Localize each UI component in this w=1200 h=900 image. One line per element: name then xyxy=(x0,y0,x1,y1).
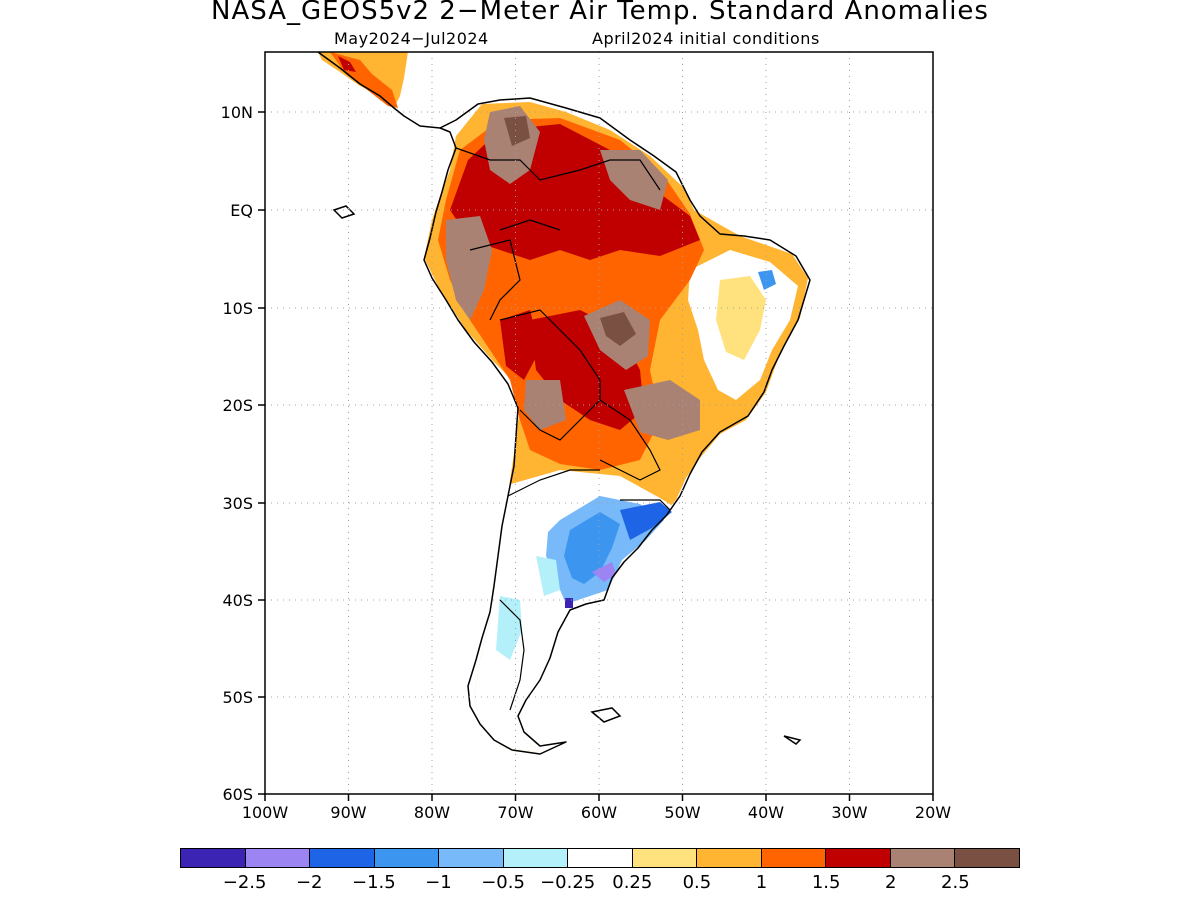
coastline xyxy=(317,52,811,755)
patagonia-light-blue xyxy=(496,596,522,660)
lon-label: 100W xyxy=(242,803,289,822)
central-america-core xyxy=(338,56,356,72)
anomaly-field xyxy=(317,52,811,755)
legend-swatch xyxy=(632,849,698,867)
venezuela-darkest xyxy=(504,116,530,146)
lat-label: 60S xyxy=(222,785,253,804)
legend-label: 0.25 xyxy=(612,872,653,893)
uruguay-cold xyxy=(620,502,672,540)
patagonia-light-blue-2 xyxy=(536,556,560,596)
lat-label: 50S xyxy=(222,688,253,707)
falkland-islands xyxy=(590,707,622,723)
northeast-brazil-cool xyxy=(758,270,776,290)
axis-ticks xyxy=(258,111,934,801)
cold-cell xyxy=(565,598,573,608)
initial-conditions: April2024 initial conditions xyxy=(592,29,820,48)
legend-label: −0.5 xyxy=(481,872,525,893)
legend-swatch xyxy=(245,849,311,867)
legend-label: −2.5 xyxy=(222,872,267,893)
country-borders xyxy=(455,147,671,711)
bolivia-hot xyxy=(500,310,540,380)
chaco-extreme-anomaly xyxy=(524,380,566,430)
south-georgia xyxy=(783,735,802,745)
legend-label: 2.5 xyxy=(941,872,970,893)
buenos-aires-coldest xyxy=(592,562,616,582)
pampas-cold-mid xyxy=(564,512,620,584)
lat-label: 40S xyxy=(222,591,253,610)
legend-swatch xyxy=(568,849,633,867)
lat-label: 10S xyxy=(222,299,253,318)
lon-label: 40W xyxy=(748,803,784,822)
legend-swatch xyxy=(826,849,891,867)
peru-extreme-anomaly xyxy=(446,216,492,320)
lat-label: EQ xyxy=(230,201,253,220)
legend-swatch xyxy=(181,849,246,867)
guyana-extreme-anomaly xyxy=(600,150,668,210)
legend-label: 1.5 xyxy=(811,872,841,893)
lat-label: 10N xyxy=(221,103,253,122)
legend-swatch xyxy=(503,849,569,867)
gridlines xyxy=(265,52,933,794)
galapagos-islands xyxy=(332,205,356,219)
latitude-labels: 10N EQ 10S 20S 30S 40S 50S 60S xyxy=(221,103,253,804)
legend-label: 2 xyxy=(885,872,897,893)
map-title: NASA_GEOS5v2 2−Meter Air Temp. Standard … xyxy=(211,0,989,26)
lon-label: 90W xyxy=(330,803,366,822)
lon-label: 30W xyxy=(831,803,867,822)
lon-label: 50W xyxy=(664,803,700,822)
paraguay-extreme-anomaly xyxy=(624,380,700,440)
lon-label: 80W xyxy=(414,803,450,822)
lon-label: 20W xyxy=(915,803,951,822)
color-legend-bar xyxy=(180,848,1020,868)
legend-label: 1 xyxy=(755,872,768,893)
legend-swatch xyxy=(761,849,827,867)
lat-label: 30S xyxy=(222,494,253,513)
legend-swatch xyxy=(955,849,1019,867)
legend-swatch xyxy=(439,849,504,867)
legend-label: −1 xyxy=(425,872,452,893)
legend-swatch xyxy=(374,849,440,867)
legend-label: −0.25 xyxy=(540,872,596,893)
lon-label: 70W xyxy=(497,803,533,822)
longitude-labels: 100W 90W 80W 70W 60W 50W 40W 30W 20W xyxy=(242,803,951,822)
legend-swatch xyxy=(310,849,375,867)
legend-label: 0.5 xyxy=(682,872,712,893)
forecast-period: May2024−Jul2024 xyxy=(334,29,489,48)
legend-label: −2 xyxy=(295,872,323,893)
legend-swatch xyxy=(697,849,762,867)
lon-label: 60W xyxy=(581,803,617,822)
northeast-brazil-mild xyxy=(716,276,766,360)
legend-swatch xyxy=(890,849,956,867)
lat-label: 20S xyxy=(222,396,253,415)
mato-grosso-darkest xyxy=(600,312,636,346)
legend-label: −1.5 xyxy=(351,872,396,893)
